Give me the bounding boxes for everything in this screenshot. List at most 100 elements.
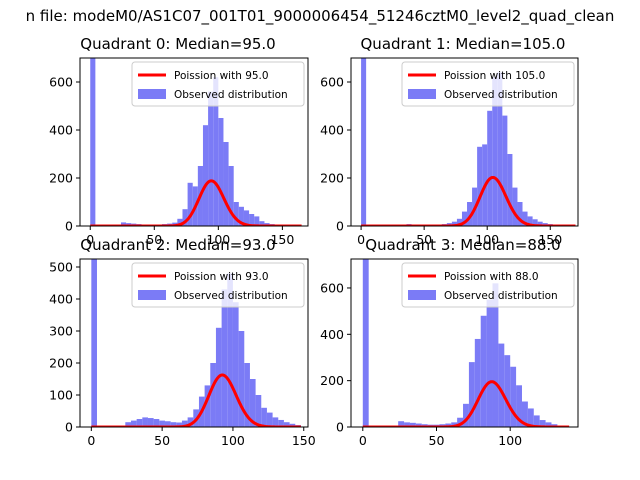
histogram-bar [208, 91, 214, 226]
histogram-bar [182, 209, 188, 226]
y-tick-label: 400 [320, 123, 344, 138]
histogram-bar [261, 407, 267, 427]
legend-histogram-swatch [408, 290, 436, 300]
histogram-bar [249, 214, 255, 226]
x-tick-label: 100 [221, 433, 245, 448]
poisson-curve [362, 380, 570, 427]
histogram-bar [187, 417, 194, 427]
y-tick-label: 400 [49, 292, 73, 307]
quadrant-2-title: Quadrant 2: Median=93.0 [80, 236, 275, 254]
histogram-bar [254, 216, 260, 226]
histogram-bar [539, 420, 546, 427]
histogram-bar [537, 221, 543, 226]
quadrant-0-title: Quadrant 0: Median=95.0 [80, 35, 275, 53]
histogram-bar [136, 419, 143, 427]
y-tick-label: 600 [320, 75, 344, 90]
x-tick-label: 150 [292, 433, 316, 448]
histogram-bar [181, 420, 188, 427]
histogram-bar [545, 422, 552, 427]
histogram-bar [91, 259, 97, 427]
legend-histogram-swatch [138, 89, 166, 99]
legend-poisson-label: Poission with 105.0 [444, 70, 545, 82]
histogram-bar [461, 211, 468, 226]
histogram-bar [221, 289, 228, 427]
x-tick-label: 150 [538, 232, 562, 247]
histogram-bar [120, 222, 127, 226]
y-tick-label: 0 [336, 219, 344, 234]
quadrant-3-chart: 0 50 100 0 200 400 600 Poission with 88.0 Observ… [320, 236, 579, 448]
plot-area [360, 58, 576, 226]
histogram-bar [227, 273, 233, 427]
y-tick-label: 200 [49, 171, 73, 186]
histogram-bar [456, 218, 462, 226]
histogram-bar [498, 343, 505, 427]
axes-frame [79, 258, 309, 428]
histogram-bar [533, 415, 540, 427]
legend-histogram-label: Observed distribution [174, 89, 288, 101]
y-tick-label: 200 [49, 356, 73, 371]
y-tick-label: 300 [49, 324, 73, 339]
histogram-bar [502, 115, 508, 226]
histogram-bar [361, 58, 367, 226]
histogram-bar [487, 110, 493, 226]
quadrant-0-chart: 0 50 100 150 0 200 400 600 Poission with 95.0 Obs… [49, 35, 309, 247]
histogram-bar [451, 422, 458, 427]
histogram-bar [249, 379, 256, 427]
legend-box [401, 61, 575, 107]
histogram-bar [492, 283, 499, 427]
histogram-bar [278, 419, 284, 427]
x-tick-label: 0 [359, 433, 367, 448]
histogram-bar [283, 422, 290, 427]
x-tick-label: 50 [429, 433, 445, 448]
histogram-bar [415, 423, 422, 427]
histogram-bar [362, 259, 369, 427]
x-tick-label: 50 [146, 232, 162, 247]
histogram-bar [463, 403, 469, 427]
legend-poisson-label: Poission with 93.0 [174, 271, 269, 283]
axes-frame [350, 258, 579, 428]
histogram-bar [468, 362, 475, 427]
legend: Poission with 95.0 Observed distribution [131, 61, 305, 107]
legend-box [131, 262, 305, 308]
histogram-bar [522, 211, 528, 226]
legend-box [131, 61, 305, 107]
histogram-bar [527, 408, 534, 427]
histogram-bar [467, 202, 473, 226]
histogram-bar [228, 166, 234, 226]
plot-area [91, 259, 301, 427]
histogram-bar [480, 315, 487, 427]
histogram-bar [244, 363, 250, 427]
histogram-bar [147, 418, 154, 427]
histogram-bar [204, 385, 211, 427]
histogram-bar [457, 417, 464, 427]
legend: Poission with 105.0 Observed distribution [401, 61, 575, 107]
histogram-bar [409, 422, 416, 427]
y-tick-label: 500 [49, 260, 73, 275]
histogram-bar [187, 182, 193, 226]
histogram-bar [532, 219, 538, 226]
histogram-bar [259, 221, 265, 226]
x-tick-label: 50 [154, 433, 170, 448]
quadrant-3-title: Quadrant 3: Median=88.0 [365, 236, 560, 254]
histogram-bar [404, 422, 410, 427]
legend-histogram-label: Observed distribution [444, 89, 558, 101]
histogram-bar [266, 412, 273, 427]
x-tick-label: 0 [87, 433, 95, 448]
y-tick-label: 200 [320, 373, 344, 388]
histogram-bar [510, 366, 517, 427]
histogram-bar [504, 355, 511, 427]
histogram-bar [255, 395, 262, 427]
histogram-bar [492, 77, 498, 226]
legend: Poission with 93.0 Observed distribution [131, 262, 305, 308]
x-tick-label: 100 [206, 232, 230, 247]
histogram-bar [521, 401, 528, 427]
quadrant-2-chart: 0 50 100 150 0 100 200 300 400 500 Poission with 9… [49, 236, 316, 448]
histogram-bar [210, 363, 216, 427]
axes-frame [79, 57, 309, 227]
y-tick-label: 600 [320, 280, 344, 295]
axes-frame [350, 57, 579, 227]
x-tick-label: 0 [86, 232, 94, 247]
histogram-bar [233, 202, 239, 226]
histogram-bar [289, 423, 296, 427]
y-tick-label: 600 [49, 75, 73, 90]
